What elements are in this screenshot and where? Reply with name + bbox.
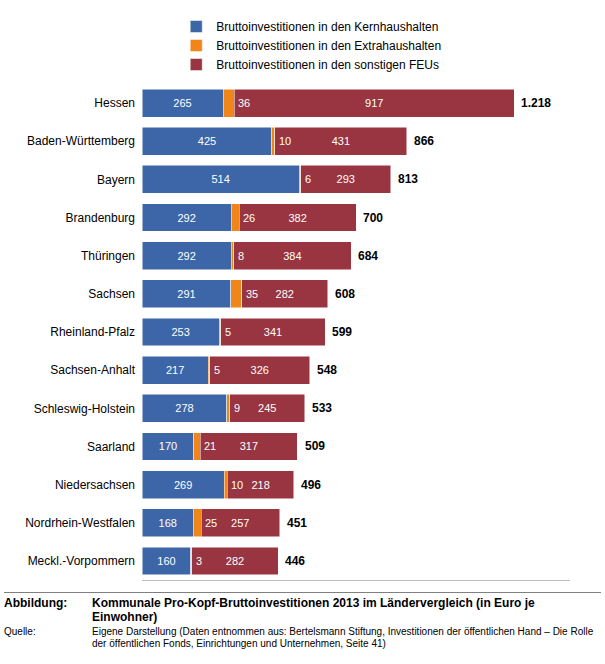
svg-text:Bruttoinvestitionen in den son: Bruttoinvestitionen in den sonstigen FEU… <box>216 58 439 72</box>
svg-text:533: 533 <box>312 401 332 415</box>
svg-text:21: 21 <box>204 440 216 452</box>
svg-text:Saarland: Saarland <box>87 440 135 454</box>
svg-text:36: 36 <box>238 97 250 109</box>
svg-text:548: 548 <box>317 363 337 377</box>
svg-text:278: 278 <box>175 402 193 414</box>
svg-text:253: 253 <box>171 326 189 338</box>
svg-text:509: 509 <box>305 439 325 453</box>
svg-text:446: 446 <box>285 554 305 568</box>
svg-text:10: 10 <box>231 479 243 491</box>
svg-text:168: 168 <box>159 517 177 529</box>
svg-text:10: 10 <box>279 135 291 147</box>
svg-text:269: 269 <box>174 479 192 491</box>
svg-text:431: 431 <box>332 135 350 147</box>
svg-text:Niedersachsen: Niedersachsen <box>55 478 135 492</box>
svg-text:5: 5 <box>214 364 220 376</box>
svg-text:3: 3 <box>196 555 202 567</box>
svg-text:599: 599 <box>332 325 352 339</box>
svg-text:5: 5 <box>225 326 231 338</box>
svg-text:Meckl.-Vorpommern: Meckl.-Vorpommern <box>28 554 135 568</box>
svg-text:608: 608 <box>335 287 355 301</box>
svg-text:Rheinland-Pfalz: Rheinland-Pfalz <box>50 325 135 339</box>
svg-text:292: 292 <box>177 250 195 262</box>
svg-text:Schleswig-Holstein: Schleswig-Holstein <box>34 402 135 416</box>
svg-text:326: 326 <box>251 364 269 376</box>
svg-text:35: 35 <box>246 288 258 300</box>
svg-text:700: 700 <box>363 211 383 225</box>
svg-text:Sachsen-Anhalt: Sachsen-Anhalt <box>50 363 135 377</box>
svg-text:Nordrhein-Westfalen: Nordrhein-Westfalen <box>25 516 135 530</box>
svg-text:384: 384 <box>283 250 301 262</box>
svg-text:8: 8 <box>238 250 244 262</box>
svg-text:341: 341 <box>264 326 282 338</box>
svg-text:Sachsen: Sachsen <box>88 287 135 301</box>
svg-text:26: 26 <box>243 212 255 224</box>
svg-text:Baden-Württemberg: Baden-Württemberg <box>27 134 135 148</box>
svg-text:1.218: 1.218 <box>521 96 551 110</box>
svg-text:917: 917 <box>365 97 383 109</box>
svg-text:245: 245 <box>258 402 276 414</box>
svg-text:282: 282 <box>276 288 294 300</box>
svg-text:514: 514 <box>211 173 229 185</box>
svg-text:292: 292 <box>177 212 195 224</box>
html-text:Abbildung:: Abbildung: <box>4 596 68 610</box>
svg-text:496: 496 <box>301 478 321 492</box>
svg-text:170: 170 <box>159 440 177 452</box>
svg-text:6: 6 <box>305 173 311 185</box>
svg-text:Hessen: Hessen <box>94 96 135 110</box>
html-text:Eigene Darstellung (Daten entn: Eigene Darstellung (Daten entnommen aus:… <box>92 626 594 649</box>
svg-text:160: 160 <box>157 555 175 567</box>
svg-text:Thüringen: Thüringen <box>81 249 135 263</box>
svg-text:684: 684 <box>358 249 378 263</box>
svg-text:293: 293 <box>337 173 355 185</box>
svg-text:9: 9 <box>234 402 240 414</box>
svg-text:425: 425 <box>198 135 216 147</box>
svg-text:265: 265 <box>173 97 191 109</box>
svg-text:813: 813 <box>398 172 418 186</box>
svg-text:Brandenburg: Brandenburg <box>66 211 135 225</box>
svg-text:382: 382 <box>288 212 306 224</box>
svg-text:317: 317 <box>240 440 258 452</box>
svg-text:Bayern: Bayern <box>97 173 135 187</box>
svg-text:25: 25 <box>205 517 217 529</box>
svg-text:Bruttoinvestitionen in den Ker: Bruttoinvestitionen in den Kernhaushalte… <box>216 20 438 34</box>
svg-text:218: 218 <box>251 479 269 491</box>
svg-text:257: 257 <box>231 517 249 529</box>
svg-text:291: 291 <box>177 288 195 300</box>
html-text:Kommunale Pro-Kopf-Bruttoinves: Kommunale Pro-Kopf-Bruttoinvestitionen 2… <box>92 596 535 624</box>
svg-text:866: 866 <box>414 134 434 148</box>
svg-text:Bruttoinvestitionen in den Ext: Bruttoinvestitionen in den Extrahaushalt… <box>216 39 441 53</box>
svg-text:282: 282 <box>226 555 244 567</box>
html-text:Quelle:: Quelle: <box>4 626 36 637</box>
svg-text:217: 217 <box>166 364 184 376</box>
svg-text:451: 451 <box>287 516 307 530</box>
